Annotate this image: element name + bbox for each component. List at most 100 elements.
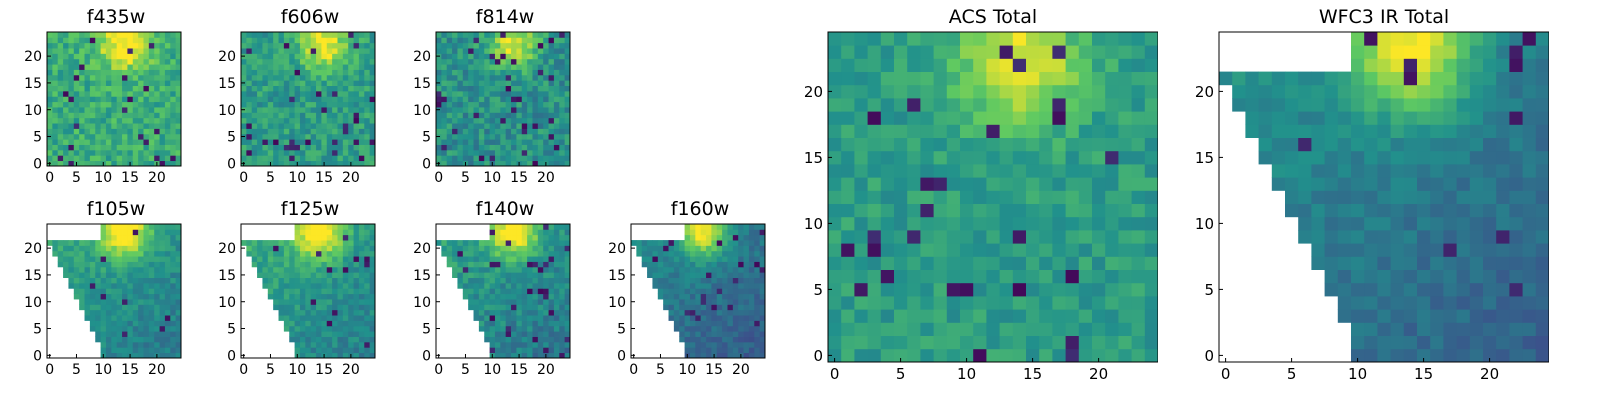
heatmap-cell [946,296,961,310]
heatmap-cell [532,261,539,268]
heatmap-cell [310,58,317,65]
heatmap-cell [754,245,761,252]
heatmap-cell [337,107,344,113]
heatmap-cell [484,128,490,135]
y-tick-label: 20 [218,49,236,65]
heatmap-cell [722,331,728,337]
heatmap-cell [1351,124,1365,138]
heatmap-cell [700,325,707,332]
heatmap-cell [57,256,64,262]
heatmap-cell [1522,203,1537,218]
heatmap-cell [1311,256,1325,270]
heatmap-cell [867,243,882,257]
heatmap-cell [164,288,171,295]
heatmap-cell [1026,45,1040,59]
heatmap-cell [543,42,549,49]
heatmap-cell [132,336,139,343]
heatmap-cell [348,277,354,284]
heatmap-cell [478,64,485,70]
heatmap-cell [294,224,301,230]
heatmap-cell [164,315,171,321]
heatmap-cell [364,160,371,167]
heatmap-cell [294,272,301,278]
heatmap-cell [711,234,718,241]
heatmap-cell [532,64,539,70]
heatmap-cell [1039,269,1053,284]
heatmap-cell [122,74,128,81]
heatmap-cell [537,256,544,262]
heatmap-cell [1417,137,1431,152]
heatmap-cell [754,325,761,332]
heatmap-cell [278,64,285,70]
heatmap-cell [1144,71,1158,86]
heatmap-cell [494,272,501,278]
heatmap-cell [1012,190,1027,204]
heatmap-cell [973,216,987,231]
heatmap-cell [105,101,112,108]
heatmap-cell [527,341,533,348]
heatmap-cell [748,320,755,327]
heatmap-cell [828,190,842,204]
heatmap-cell [358,96,365,103]
heatmap-cell [716,352,723,359]
heatmap-cell [907,348,921,363]
heatmap-cell [478,96,485,103]
heatmap-cell [154,272,160,278]
heatmap-cell [478,53,485,60]
heatmap-cell [289,266,295,273]
heatmap-cell [1364,150,1378,165]
heatmap-cell [1417,190,1431,204]
heatmap-cell [116,272,123,278]
heatmap-cell [1258,98,1273,112]
heatmap-cell [332,282,338,289]
heatmap-cell [348,299,354,305]
heatmap-cell [452,261,458,268]
heatmap-cell [500,293,507,300]
heatmap-cell [100,304,107,311]
heatmap-cell [63,64,69,70]
heatmap-cell [132,160,139,167]
heatmap-cell [484,133,490,140]
heatmap-cell [684,266,691,273]
heatmap-cell [468,240,474,246]
heatmap-cell [516,229,523,236]
heatmap-cell [148,80,155,86]
heatmap-cell [457,250,464,257]
heatmap-cell [79,112,85,119]
heatmap-cell [154,282,160,289]
heatmap-cell [310,139,317,145]
heatmap-cell [127,250,134,257]
heatmap-cell [564,266,571,273]
heatmap-cell [111,107,118,113]
heatmap-cell [1430,84,1444,99]
heatmap-cell [516,224,523,230]
heatmap-cell [175,331,182,337]
heatmap-cell [127,69,134,76]
heatmap-cell [305,128,312,135]
y-tick-label: 0 [33,156,42,172]
heatmap-cell [1118,111,1132,125]
heatmap-cell [84,309,91,316]
heatmap-cell [164,112,171,119]
heatmap-cell [170,266,177,273]
heatmap-cell [175,229,182,236]
heatmap-cell [468,133,474,140]
heatmap-cell [127,37,134,44]
heatmap-cell [95,64,101,70]
heatmap-cell [722,250,728,257]
heatmap-cell [500,139,507,145]
heatmap-cell [251,90,258,97]
heatmap-cell [364,277,371,284]
heatmap-cell [452,64,458,70]
heatmap-cell [310,234,317,241]
heatmap-cell [170,288,177,295]
heatmap-cell [1105,84,1119,99]
heatmap-cell [57,160,64,167]
heatmap-cell [116,117,123,124]
heatmap-cell [494,96,501,103]
heatmap-cell [68,245,75,252]
heatmap-cell [241,58,247,65]
heatmap-cell [305,58,312,65]
heatmap-cell [273,117,279,124]
